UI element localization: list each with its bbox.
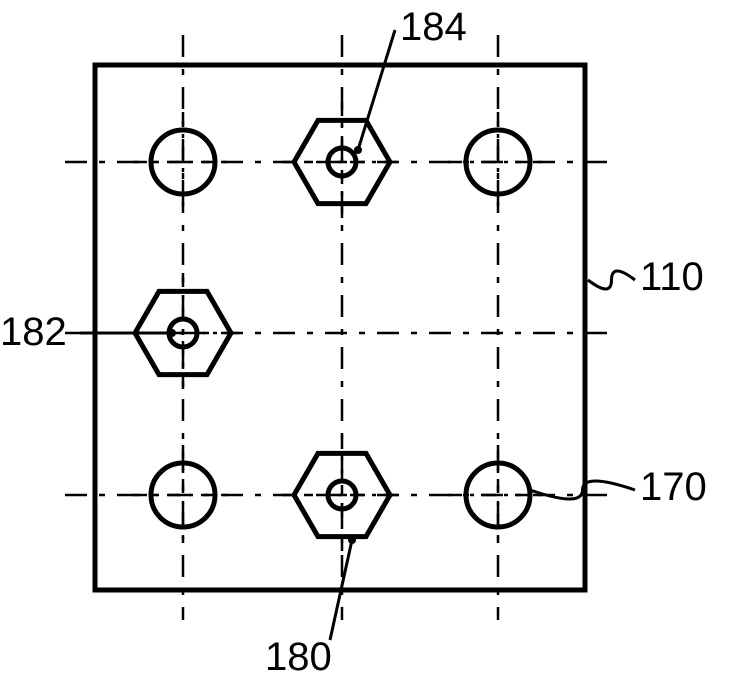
callout-110: 110 (588, 255, 704, 299)
hex-bolt (282, 102, 402, 222)
callout-182: 182 (0, 310, 176, 354)
label-180: 180 (265, 635, 332, 679)
label-184: 184 (400, 5, 467, 49)
label-182: 182 (0, 310, 67, 354)
label-110: 110 (640, 255, 704, 299)
label-170: 170 (640, 465, 707, 509)
hex-bolt (282, 435, 402, 555)
callout-170: 170 (530, 465, 707, 509)
